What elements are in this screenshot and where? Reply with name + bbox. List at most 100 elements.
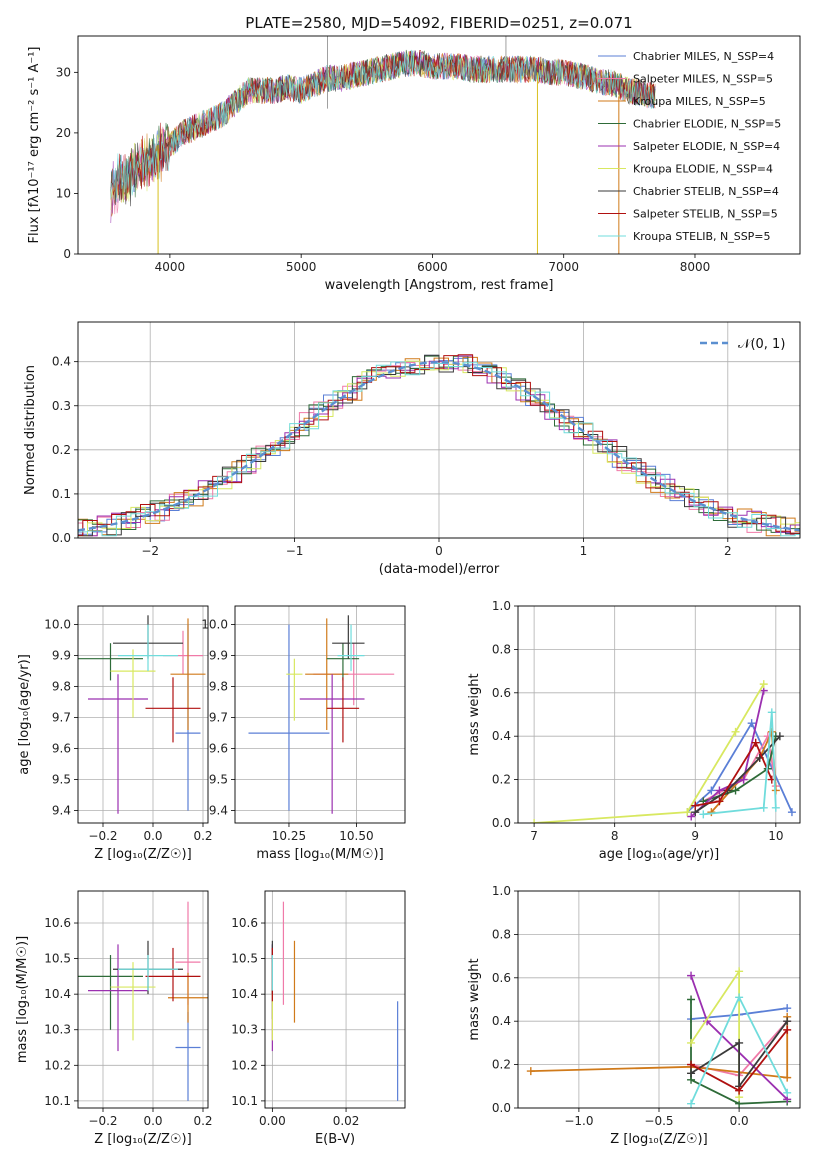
y-tick-label: 10.0 [201, 618, 228, 632]
y-tick-label: 10.6 [44, 916, 71, 930]
weight-marker [687, 1038, 696, 1047]
y-axis-label: mass [log₁₀(M/M☉)] [15, 936, 30, 1063]
weight-marker [783, 1004, 792, 1013]
y-tick-label: 0.4 [492, 1014, 511, 1028]
y-tick-label: 10.3 [44, 1023, 71, 1037]
y-tick-label: 10.0 [44, 618, 71, 632]
y-tick-label: 9.6 [52, 742, 71, 756]
x-tick-label: 0.2 [193, 829, 212, 843]
y-axis-label: mass weight [467, 673, 482, 755]
x-axis-label: age [log₁₀(age/yr)] [599, 847, 720, 862]
weight-marker [783, 1088, 792, 1097]
y-tick-label: 30 [56, 65, 71, 79]
residual-histogram-panel: −2 −1 0 1 2 0.0 0.1 0.2 0.3 0.4 (data-model)/error… [23, 321, 801, 577]
y-tick-label: 0.8 [492, 642, 511, 656]
legend-label: Kroupa MILES, N_SSP=5 [633, 95, 766, 108]
weight-lines [530, 680, 796, 823]
weight-marker [787, 808, 796, 817]
legend-label: Chabrier ELODIE, N_SSP=5 [633, 118, 781, 131]
x-tick-label: 0.02 [333, 1114, 360, 1128]
weight-marker [707, 808, 716, 817]
x-tick-label: −1 [286, 544, 304, 558]
y-tick-label: 9.5 [52, 773, 71, 787]
y-tick-label: 0.6 [492, 971, 511, 985]
y-tick-label: 0.2 [492, 773, 511, 787]
x-axis-label: wavelength [Angstrom, rest frame] [325, 278, 554, 293]
y-tick-label: 9.7 [209, 711, 228, 725]
y-tick-label: 20 [56, 126, 71, 140]
weight-marker [747, 719, 756, 728]
y-tick-label: 9.8 [52, 680, 71, 694]
x-axis-label: mass [log₁₀(M/M☉)] [256, 847, 383, 862]
x-tick-label: 7 [530, 829, 538, 843]
x-axis-label: Z [log₁₀(Z/Z☉)] [94, 1132, 191, 1147]
x-tick-label: 4000 [155, 260, 186, 274]
weight-marker [715, 786, 724, 795]
histogram-series [78, 362, 800, 537]
weight-marker [735, 1038, 744, 1047]
weight-lines [526, 967, 792, 1108]
x-axis-label: E(B-V) [315, 1132, 355, 1147]
axes-frame [77, 321, 801, 539]
x-tick-label: 0 [435, 544, 443, 558]
y-tick-label: 0.1 [52, 487, 71, 501]
errorbars [78, 901, 208, 1101]
axes-frame [517, 605, 801, 824]
legend-label: Salpeter STELIB, N_SSP=5 [633, 208, 778, 221]
y-tick-label: 0.0 [492, 1101, 511, 1115]
y-tick-label: 10.4 [231, 987, 258, 1001]
weight-marker [687, 812, 696, 821]
y-axis-label: Normed distribution [23, 365, 38, 495]
histogram-series [78, 361, 800, 537]
x-tick-label: 8 [611, 829, 619, 843]
x-tick-label: 2 [724, 544, 732, 558]
weight-marker [759, 803, 768, 812]
weight-marker [735, 993, 744, 1002]
weight-series-line [686, 721, 793, 813]
weight-marker [687, 995, 696, 1004]
x-tick-label: 10 [768, 829, 783, 843]
y-tick-label: 10.4 [44, 987, 71, 1001]
weight-series-line [690, 690, 765, 818]
x-tick-label: 0.0 [143, 1114, 162, 1128]
y-tick-label: 10.5 [44, 952, 71, 966]
x-tick-label: −0.2 [88, 829, 117, 843]
weight-marker [735, 1086, 744, 1095]
x-tick-label: −1.0 [564, 1114, 593, 1128]
weight-marker [699, 810, 708, 819]
weight-marker [759, 680, 768, 689]
x-axis-label: (data-model)/error [379, 562, 500, 577]
x-tick-label: 8000 [680, 260, 711, 274]
massweight-vs-age-panel: 7 8 9 10 0.0 0.2 0.4 0.6 0.8 1.0 age [log₁₀(age/yr… [467, 599, 801, 862]
spectrum-lines [110, 36, 656, 254]
weight-marker [687, 971, 696, 980]
y-tick-label: 9.4 [52, 804, 71, 818]
weight-marker [735, 967, 744, 976]
y-tick-label: 0.0 [492, 816, 511, 830]
weight-marker [687, 1099, 696, 1108]
errorbars [78, 615, 206, 814]
y-tick-label: 0.3 [52, 399, 71, 413]
y-tick-label: 9.4 [209, 804, 228, 818]
legend-label: Salpeter ELODIE, N_SSP=4 [633, 140, 780, 153]
y-tick-label: 9.7 [52, 711, 71, 725]
weight-marker [715, 797, 724, 806]
weight-marker [530, 819, 539, 823]
y-tick-label: 9.9 [209, 649, 228, 663]
axes-frame [77, 605, 209, 824]
legend-label: Chabrier STELIB, N_SSP=4 [633, 185, 779, 198]
chart-title: PLATE=2580, MJD=54092, FIBERID=0251, z=0… [245, 14, 632, 32]
weight-marker [731, 727, 740, 736]
y-tick-label: 0.2 [52, 443, 71, 457]
weight-series-line [703, 712, 777, 816]
x-axis-label: Z [log₁₀(Z/Z☉)] [94, 847, 191, 862]
legend-label: Salpeter MILES, N_SSP=5 [633, 73, 773, 86]
x-tick-label: 5000 [286, 260, 317, 274]
weight-series-line [702, 733, 777, 803]
weight-marker [751, 738, 760, 747]
axes-frame [517, 890, 801, 1109]
y-tick-label: 0.0 [52, 531, 71, 545]
histogram-series [78, 356, 800, 537]
y-tick-label: 0.6 [492, 686, 511, 700]
weight-marker [691, 801, 700, 810]
